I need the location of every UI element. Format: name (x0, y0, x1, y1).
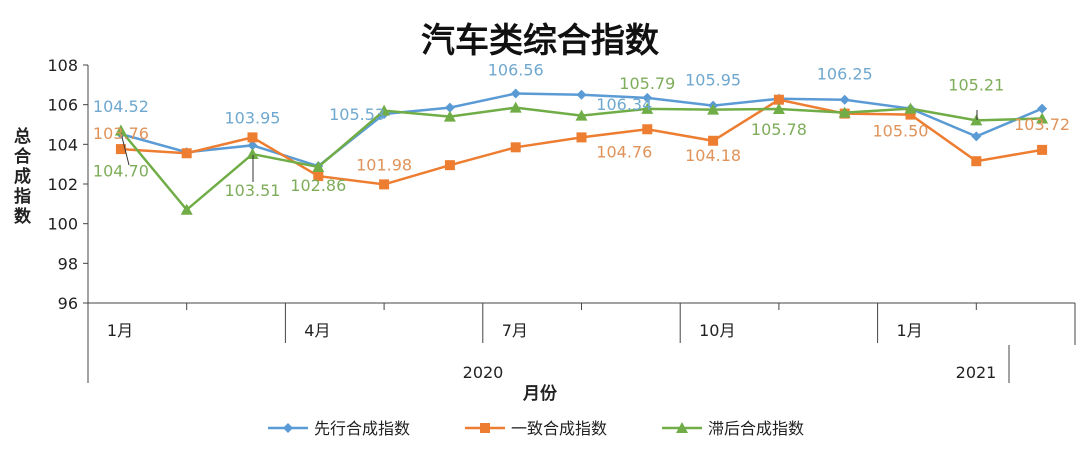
x-tick-label: 7月 (502, 321, 528, 340)
data-label: 103.72 (1014, 115, 1070, 134)
data-label: 105.21 (948, 75, 1004, 94)
data-label: 106.34 (596, 95, 652, 114)
data-point (1036, 112, 1049, 124)
data-label: 105.50 (873, 122, 929, 141)
data-point (444, 160, 455, 171)
data-point (576, 132, 587, 143)
data-label: 103.76 (93, 124, 149, 143)
data-label: 104.18 (685, 146, 741, 165)
data-point (509, 101, 522, 113)
data-point (312, 160, 325, 172)
series-lines (114, 88, 1049, 215)
series-1 (115, 94, 1048, 190)
data-point (838, 106, 851, 118)
data-labels: 104.52 103.95 105.53 106.56 106.34 105.95 106.… (93, 61, 1070, 200)
data-label: 105.53 (329, 105, 385, 124)
legend-label: 滞后合成指数 (708, 419, 804, 438)
legend-marker (480, 423, 490, 433)
data-point (575, 109, 588, 121)
data-point (247, 140, 258, 151)
legend-label: 一致合成指数 (511, 419, 607, 438)
legend: 先行合成指数 一致合成指数 滞后合成指数 (268, 419, 804, 438)
axes: 96 98 100 102 104 106 108 1月 4月 7月 10月 1月 2020 2021 (47, 56, 1076, 383)
y-tick-label: 98 (58, 254, 78, 273)
data-point (246, 148, 259, 160)
x-tick-label: 4月 (304, 321, 330, 340)
year-label: 2021 (956, 363, 997, 382)
data-label: 103.95 (225, 108, 281, 127)
x-axis-title: 月份 (522, 383, 558, 404)
data-point (707, 103, 720, 115)
data-label: 104.76 (596, 142, 652, 161)
data-point (443, 110, 456, 122)
data-point (510, 88, 521, 99)
data-point (839, 94, 850, 105)
data-point (114, 124, 127, 136)
data-point (905, 109, 916, 120)
data-point (576, 89, 587, 100)
legend-item-2: 滞后合成指数 (662, 419, 804, 438)
data-point (180, 203, 193, 215)
data-point (444, 102, 455, 113)
data-point (904, 102, 917, 114)
data-point (708, 135, 719, 146)
data-point (510, 142, 521, 153)
legend-item-0: 先行合成指数 (268, 419, 410, 438)
data-label: 106.56 (488, 61, 544, 80)
data-label: 105.79 (619, 74, 675, 93)
data-point (1037, 103, 1048, 114)
y-tick-label: 100 (47, 215, 78, 234)
data-label: 104.52 (93, 97, 149, 116)
y-axis-title: 总合成指数 (10, 127, 30, 227)
data-point (642, 92, 653, 103)
data-point (379, 179, 390, 190)
data-point (642, 124, 653, 135)
data-point (970, 114, 983, 126)
legend-marker (676, 422, 688, 433)
data-point (247, 132, 258, 143)
y-tick-label: 102 (47, 175, 78, 194)
data-point (378, 104, 391, 116)
x-tick-label: 1月 (897, 321, 923, 340)
y-tick-label: 96 (58, 294, 78, 313)
data-point (641, 102, 654, 114)
data-label: 101.98 (356, 155, 412, 174)
data-label: 105.95 (685, 71, 741, 90)
y-tick-label: 106 (47, 96, 78, 115)
x-tick-label: 1月 (107, 321, 133, 340)
data-label: 105.78 (751, 120, 807, 139)
data-label: 102.86 (290, 176, 346, 195)
y-tick-label: 104 (47, 135, 78, 154)
data-label: 106.25 (817, 65, 873, 84)
series-2 (114, 101, 1049, 215)
data-label: 104.70 (93, 161, 149, 180)
x-tick-label: 10月 (699, 321, 735, 340)
data-point (971, 156, 982, 167)
data-point (772, 103, 785, 115)
data-point (971, 131, 982, 142)
legend-marker (283, 423, 293, 433)
chart-title: 汽车类综合指数 (421, 21, 659, 61)
data-point (181, 148, 192, 159)
data-point (115, 144, 126, 155)
data-point (773, 94, 784, 105)
legend-item-1: 一致合成指数 (465, 419, 607, 438)
year-label: 2020 (463, 363, 504, 382)
data-label: 103.51 (225, 181, 281, 200)
data-point (313, 171, 324, 182)
leader-line (120, 132, 130, 166)
legend-label: 先行合成指数 (314, 419, 410, 438)
data-point (1037, 144, 1048, 155)
y-tick-label: 108 (47, 56, 78, 75)
